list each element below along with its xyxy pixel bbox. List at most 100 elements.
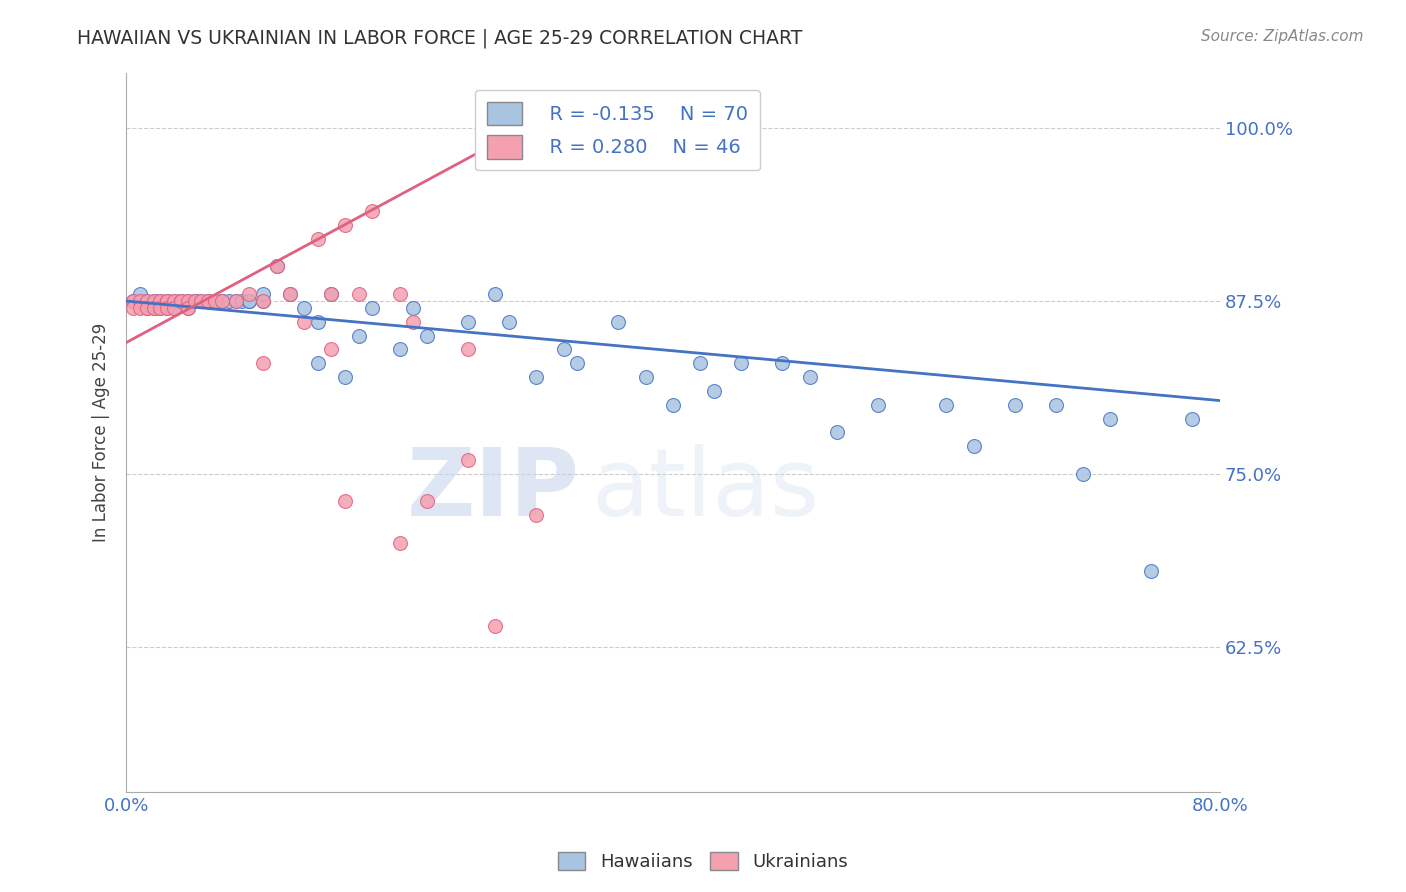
- Point: [231, 293, 253, 308]
- Point: [388, 287, 411, 301]
- Point: [278, 287, 301, 301]
- Point: [266, 260, 288, 274]
- Point: [211, 293, 233, 308]
- Point: [156, 293, 179, 308]
- Legend:   R = -0.135    N = 70,   R = 0.280    N = 46: R = -0.135 N = 70, R = 0.280 N = 46: [475, 90, 759, 170]
- Point: [211, 293, 233, 308]
- Point: [524, 370, 547, 384]
- Point: [225, 293, 247, 308]
- Point: [183, 293, 205, 308]
- Point: [963, 439, 986, 453]
- Point: [149, 301, 172, 315]
- Legend: Hawaiians, Ukrainians: Hawaiians, Ukrainians: [551, 845, 855, 879]
- Point: [156, 293, 179, 308]
- Point: [122, 293, 145, 308]
- Point: [307, 315, 329, 329]
- Point: [183, 293, 205, 308]
- Point: [388, 343, 411, 357]
- Point: [190, 293, 212, 308]
- Point: [170, 293, 193, 308]
- Point: [197, 293, 219, 308]
- Point: [238, 293, 260, 308]
- Point: [129, 287, 152, 301]
- Point: [1045, 398, 1067, 412]
- Text: atlas: atlas: [591, 444, 820, 536]
- Point: [204, 293, 226, 308]
- Point: [197, 293, 219, 308]
- Point: [122, 293, 145, 308]
- Point: [333, 218, 356, 232]
- Point: [1181, 411, 1204, 425]
- Point: [142, 301, 165, 315]
- Point: [177, 293, 200, 308]
- Point: [321, 343, 343, 357]
- Point: [553, 343, 575, 357]
- Point: [149, 293, 172, 308]
- Point: [292, 315, 315, 329]
- Point: [211, 293, 233, 308]
- Point: [689, 356, 711, 370]
- Point: [252, 293, 274, 308]
- Point: [361, 204, 384, 219]
- Point: [129, 301, 152, 315]
- Point: [361, 301, 384, 315]
- Point: [825, 425, 848, 440]
- Point: [163, 293, 186, 308]
- Point: [457, 343, 479, 357]
- Point: [135, 301, 157, 315]
- Point: [156, 301, 179, 315]
- Point: [122, 301, 145, 315]
- Point: [484, 287, 506, 301]
- Point: [484, 619, 506, 633]
- Point: [498, 315, 520, 329]
- Point: [866, 398, 889, 412]
- Point: [524, 508, 547, 523]
- Point: [135, 293, 157, 308]
- Point: [156, 293, 179, 308]
- Point: [170, 293, 193, 308]
- Point: [1099, 411, 1122, 425]
- Point: [177, 301, 200, 315]
- Point: [142, 301, 165, 315]
- Point: [347, 328, 370, 343]
- Point: [252, 287, 274, 301]
- Point: [307, 356, 329, 370]
- Point: [183, 293, 205, 308]
- Point: [607, 315, 630, 329]
- Point: [307, 232, 329, 246]
- Point: [252, 356, 274, 370]
- Text: HAWAIIAN VS UKRAINIAN IN LABOR FORCE | AGE 25-29 CORRELATION CHART: HAWAIIAN VS UKRAINIAN IN LABOR FORCE | A…: [77, 29, 803, 48]
- Point: [402, 315, 425, 329]
- Point: [321, 287, 343, 301]
- Text: ZIP: ZIP: [408, 444, 581, 536]
- Point: [204, 293, 226, 308]
- Point: [135, 293, 157, 308]
- Point: [163, 293, 186, 308]
- Point: [457, 453, 479, 467]
- Point: [177, 301, 200, 315]
- Point: [799, 370, 821, 384]
- Point: [266, 260, 288, 274]
- Point: [238, 287, 260, 301]
- Point: [156, 301, 179, 315]
- Point: [1071, 467, 1094, 481]
- Point: [703, 384, 725, 398]
- Point: [177, 293, 200, 308]
- Point: [190, 293, 212, 308]
- Point: [278, 287, 301, 301]
- Point: [170, 293, 193, 308]
- Point: [457, 315, 479, 329]
- Point: [156, 293, 179, 308]
- Point: [170, 293, 193, 308]
- Point: [347, 287, 370, 301]
- Point: [388, 536, 411, 550]
- Point: [770, 356, 793, 370]
- Point: [149, 301, 172, 315]
- Point: [333, 494, 356, 508]
- Point: [225, 293, 247, 308]
- Point: [1004, 398, 1026, 412]
- Point: [935, 398, 957, 412]
- Point: [1140, 564, 1163, 578]
- Point: [567, 356, 589, 370]
- Text: Source: ZipAtlas.com: Source: ZipAtlas.com: [1201, 29, 1364, 44]
